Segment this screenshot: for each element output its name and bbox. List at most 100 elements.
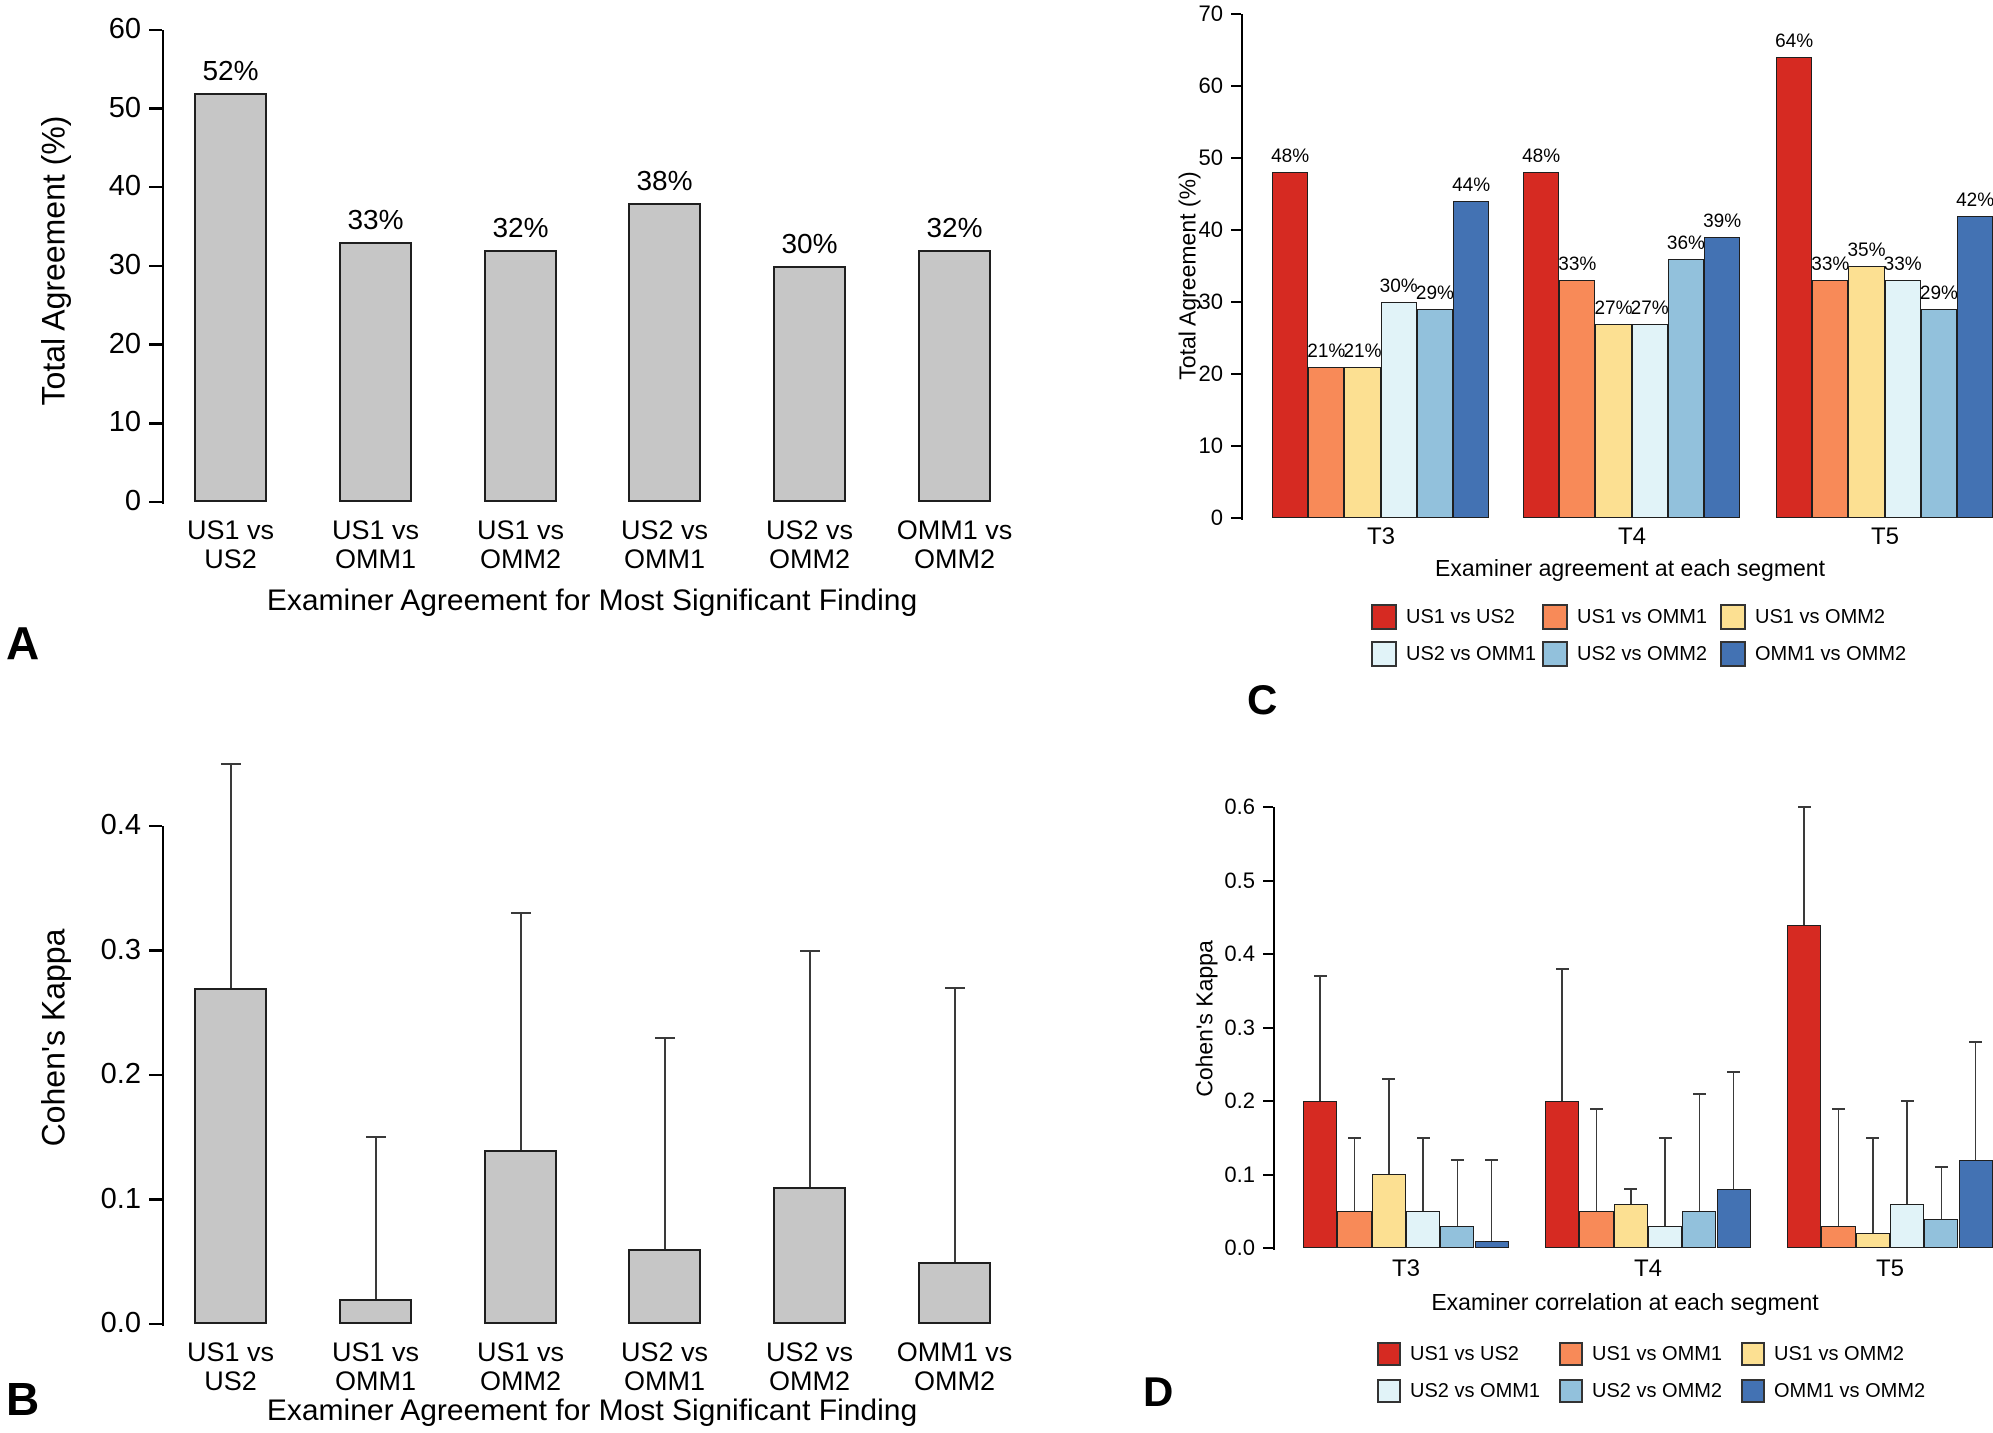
y-tick-label: 0.2 <box>1224 1088 1255 1114</box>
error-bar-cap <box>654 1036 675 1039</box>
bar-value-label: 52% <box>202 54 259 86</box>
bar <box>1855 1233 1890 1248</box>
x-category-label: US1 vs OMM1 <box>331 515 420 574</box>
y-tick-label: 0.6 <box>1224 794 1255 820</box>
bar-value-label: 36% <box>1666 232 1705 254</box>
bar <box>1559 280 1596 518</box>
y-tick <box>149 264 162 268</box>
legend-swatch <box>1542 604 1568 630</box>
x-category-label: OMM1 vs OMM2 <box>896 515 1013 574</box>
legend-item: US1 vs OMM1 <box>1542 604 1707 630</box>
error-bar <box>1940 1167 1943 1219</box>
bar-value-label: 27% <box>1594 297 1633 319</box>
y-tick-label: 0.0 <box>1224 1235 1255 1261</box>
error-bar-cap <box>365 1136 386 1139</box>
bar <box>1344 367 1381 518</box>
y-tick-label: 40 <box>108 170 141 203</box>
legend-swatch <box>1377 1342 1401 1366</box>
bar-value-label: 30% <box>781 227 838 259</box>
panel-letter: A <box>6 617 40 669</box>
legend-swatch <box>1542 641 1568 667</box>
error-bar <box>1595 1108 1598 1212</box>
x-category-label: US1 vs OMM1 <box>331 1337 420 1396</box>
legend-label: US1 vs OMM1 <box>1592 1342 1723 1365</box>
error-bar-cap <box>1382 1078 1396 1081</box>
error-bar-cap <box>220 762 241 765</box>
bar <box>1821 1226 1856 1248</box>
legend-swatch <box>1377 1379 1401 1403</box>
x-category-label: US1 vs US2 <box>186 1337 275 1396</box>
y-tick-label: 30 <box>108 249 141 282</box>
bar-value-label: 44% <box>1452 175 1491 197</box>
legend-label: US1 vs OMM1 <box>1577 605 1708 628</box>
y-tick <box>1231 445 1241 447</box>
bar-value-label: 32% <box>926 212 983 244</box>
y-axis-line <box>1241 14 1243 520</box>
y-tick-label: 70 <box>1198 1 1223 27</box>
bar <box>1812 280 1849 518</box>
legend-item: US2 vs OMM2 <box>1542 641 1707 667</box>
y-tick <box>1263 1100 1273 1102</box>
error-bar <box>1387 1078 1390 1175</box>
y-tick <box>149 422 162 425</box>
x-category-label: T5 <box>1875 1255 1904 1282</box>
bar-value-label: 33% <box>1883 254 1922 276</box>
error-bar-cap <box>1934 1166 1948 1169</box>
error-bar <box>1629 1189 1632 1204</box>
error-bar-cap <box>1624 1188 1638 1191</box>
y-tick <box>1263 1173 1273 1176</box>
bar <box>918 1262 991 1324</box>
y-tick-label: 0.4 <box>1224 941 1255 967</box>
error-bar-cap <box>1900 1100 1914 1103</box>
legend-label: OMM1 vs OMM2 <box>1774 1379 1926 1402</box>
bar <box>1704 237 1741 518</box>
bar <box>339 242 412 502</box>
error-bar-cap <box>944 987 965 990</box>
panel-letter: C <box>1247 676 1278 723</box>
bar <box>773 266 846 502</box>
y-tick-label: 0.4 <box>100 809 141 842</box>
x-category-label: US1 vs OMM2 <box>476 515 565 574</box>
bar <box>194 988 267 1324</box>
y-tick-label: 60 <box>1198 73 1223 99</box>
legend-item: US2 vs OMM1 <box>1371 641 1536 667</box>
bar <box>1380 302 1417 518</box>
error-bar-cap <box>1969 1041 1983 1044</box>
error-bar-cap <box>1727 1070 1741 1073</box>
legend-swatch <box>1371 604 1397 630</box>
legend-item: US1 vs OMM2 <box>1741 1342 1904 1366</box>
x-axis-title: Examiner Agreement for Most Significant … <box>266 1394 918 1427</box>
bar <box>1631 324 1668 518</box>
x-axis-title: Examiner agreement at each segment <box>1435 555 1825 581</box>
bar-value-label: 35% <box>1847 240 1886 261</box>
x-category-label: T5 <box>1870 523 1899 550</box>
bar-value-label: 48% <box>1522 146 1561 168</box>
error-bar <box>374 1137 377 1300</box>
error-bar <box>1490 1159 1493 1241</box>
legend-item: US1 vs OMM1 <box>1559 1342 1722 1366</box>
y-tick-label: 0.1 <box>100 1182 141 1215</box>
y-tick <box>149 343 162 346</box>
bar <box>484 1150 557 1324</box>
y-tick-label: 0.1 <box>1224 1161 1255 1187</box>
error-bar-cap <box>510 912 531 915</box>
bar <box>1545 1101 1580 1248</box>
bar <box>1682 1211 1717 1248</box>
y-tick-label: 40 <box>1198 217 1223 243</box>
error-bar <box>953 987 956 1262</box>
bar-value-label: 27% <box>1630 297 1669 319</box>
legend-label: US1 vs OMM2 <box>1774 1342 1905 1365</box>
error-bar <box>1732 1071 1735 1190</box>
y-tick-label: 0 <box>1210 505 1223 531</box>
legend-swatch <box>1559 1379 1583 1403</box>
y-tick <box>1263 879 1273 882</box>
y-axis-line <box>162 29 164 504</box>
bar <box>1523 172 1560 518</box>
legend-label: US1 vs US2 <box>1406 605 1515 628</box>
y-tick <box>1263 1026 1273 1029</box>
